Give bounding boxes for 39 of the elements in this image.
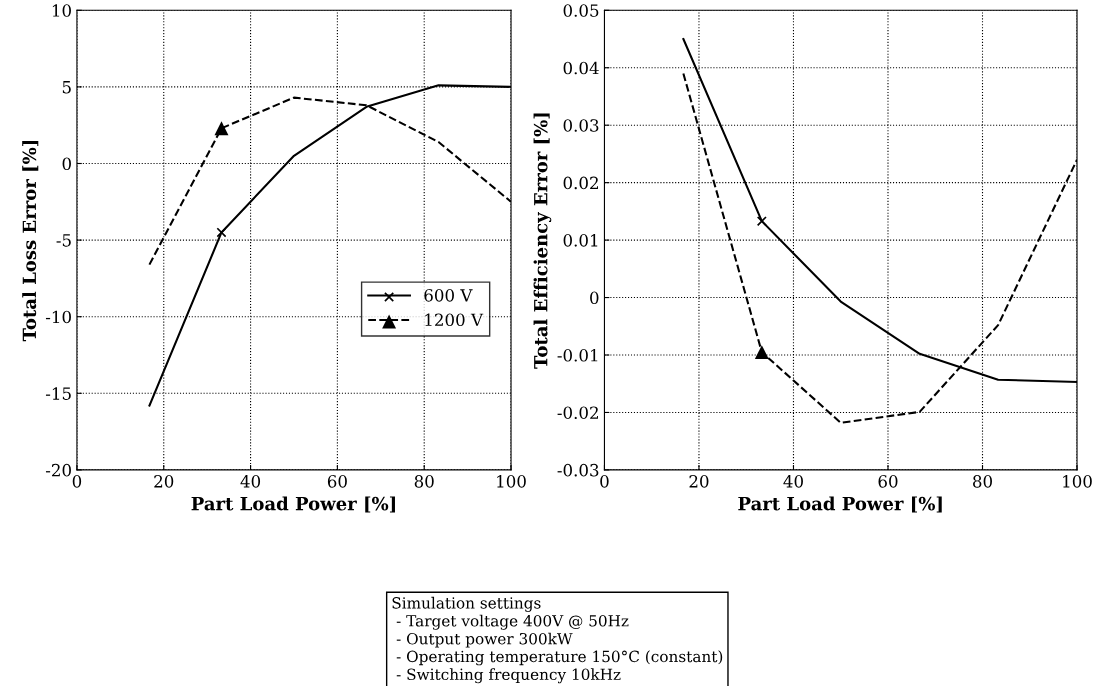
y-tick-label: 0 [590,291,599,305]
y-tick-label: -0.01 [557,348,598,362]
x-tick-label: 60 [327,475,347,488]
y-tick-label: 0.02 [563,176,598,190]
x-axis-title: Part Load Power [%] [191,496,395,513]
x-tick-label: 40 [783,475,803,488]
y-tick-label: 0.01 [563,234,598,247]
y-tick-label: -0.02 [557,406,598,420]
text: Simulation settings [392,596,541,612]
legend-label: 600 V [424,289,473,302]
y-tick-label: -10 [45,310,71,324]
x-tick-label: 100 [497,475,526,488]
text: - Operating temperature 150°C (constant) [396,650,723,666]
x-tick-label: 100 [1063,475,1092,488]
y-tick-label: 0.05 [563,4,599,17]
x-tick-label: 60 [878,475,898,488]
x-tick-label: 20 [154,475,174,488]
x-tick-label: 20 [689,475,709,488]
text: - Output power 300kW [396,632,573,648]
y-tick-label: 0.04 [563,61,599,75]
x-tick-label: 80 [973,475,992,488]
text: - Target voltage 400V @ 50Hz [396,614,629,630]
y-tick-label: 5 [62,81,71,94]
y-tick-label: -20 [45,463,71,477]
y-tick-label: -15 [45,387,71,400]
y-tick-label: -0.03 [557,463,599,477]
y-tick-label: 0.03 [563,119,599,132]
y-axis-title: Total Loss Error [%] [22,140,39,342]
x-axis-title: Part Load Power [%] [738,496,942,513]
y-tick-label: -5 [56,234,71,247]
legend-label: 1200 V [425,313,484,327]
x-tick-label: 40 [240,475,261,488]
y-tick-label: 0 [62,157,71,171]
x-tick-label: 80 [414,475,434,488]
y-tick-label: 10 [52,4,71,17]
x-tick-label: 0 [72,475,82,488]
y-axis-title: Total Efficiency Error [%] [533,113,552,369]
text: - Switching frequency 10kHz [396,668,621,684]
x-tick-label: 0 [600,475,609,488]
